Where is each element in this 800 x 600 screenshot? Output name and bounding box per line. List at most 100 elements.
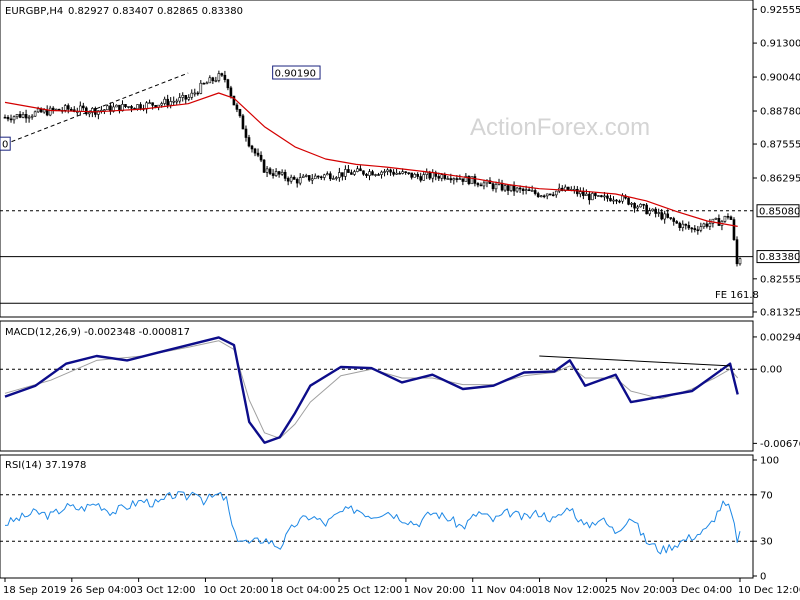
candle-body	[241, 115, 245, 130]
candle-body	[139, 104, 142, 109]
candle-body	[684, 223, 688, 226]
candle-body	[88, 112, 91, 115]
macd-main-line	[4, 336, 739, 444]
candle-body	[124, 104, 127, 107]
candle-body	[280, 171, 284, 175]
candle-body	[735, 239, 739, 265]
watermark: ActionForex.com	[470, 114, 650, 141]
price-level-box	[756, 204, 800, 218]
candle-body	[606, 195, 609, 199]
candle-body	[97, 110, 100, 115]
candle-body	[422, 174, 426, 181]
candle-body	[681, 223, 685, 229]
candle-body	[425, 172, 429, 175]
candle-body	[660, 212, 663, 220]
candle-body	[464, 175, 468, 182]
candle-body	[112, 106, 115, 112]
candle-body	[723, 215, 727, 222]
candle-body	[15, 114, 19, 118]
candle-body	[6, 116, 10, 120]
candle-body	[479, 184, 483, 187]
candle-body	[259, 154, 263, 161]
candle-body	[12, 116, 16, 121]
candle-body	[313, 175, 317, 180]
rsi-series-line	[4, 491, 741, 555]
candle-body	[548, 193, 552, 196]
candle-body	[271, 173, 275, 176]
candle-body	[214, 80, 218, 82]
rsi-tick-label: 70	[760, 490, 773, 501]
candle-body	[18, 114, 22, 118]
candle-body	[386, 169, 389, 172]
candle-body	[419, 176, 422, 181]
candle-body	[274, 171, 278, 176]
candle-body	[220, 73, 224, 76]
candle-body	[542, 195, 546, 198]
candle-body	[202, 82, 206, 85]
candle-body	[36, 108, 40, 113]
candle-body	[404, 171, 407, 173]
candle-body	[172, 100, 175, 103]
price-panel-frame	[0, 0, 754, 318]
candle-body	[208, 77, 212, 84]
candle-body	[316, 175, 320, 178]
candle-body	[136, 104, 139, 110]
candle-body	[283, 171, 287, 179]
candle-body	[365, 173, 368, 176]
candle-body	[533, 190, 537, 194]
candle-body	[323, 174, 326, 178]
candle-body	[708, 223, 712, 227]
candle-body	[244, 128, 248, 138]
price-tick-label: 0.81325	[760, 307, 800, 318]
candle-body	[335, 177, 338, 179]
candle-body	[585, 193, 588, 196]
candle-body	[389, 169, 392, 173]
candle-body	[48, 107, 52, 116]
candle-body	[115, 104, 118, 108]
x-tick-label: 3 Dec 04:00	[671, 585, 732, 596]
candle-body	[42, 109, 46, 113]
rsi-tick-label: 100	[760, 456, 779, 467]
candle-body	[30, 115, 34, 118]
rsi-line	[4, 491, 741, 555]
candle-body	[45, 109, 49, 116]
candle-body	[633, 203, 636, 209]
candle-body	[169, 101, 172, 106]
candle-body	[307, 175, 311, 181]
price-tick-label: 0.82555	[760, 274, 800, 285]
candle-body	[383, 171, 386, 173]
candle-body	[69, 108, 73, 111]
candle-body	[491, 183, 495, 190]
candle-body	[612, 199, 615, 202]
candle-body	[672, 218, 676, 222]
candle-body	[226, 79, 230, 89]
candle-body	[148, 102, 151, 104]
macd-tick-label: 0.002942	[760, 332, 800, 343]
candle-body	[106, 105, 109, 110]
x-tick-label: 25 Nov 20:00	[604, 585, 671, 596]
candle-body	[515, 187, 519, 192]
candle-body	[470, 176, 474, 185]
candle-body	[160, 103, 163, 106]
candle-body	[298, 177, 302, 184]
candle-body	[407, 172, 410, 174]
candle-body	[3, 116, 7, 119]
candle-body	[85, 107, 88, 115]
fe-label: FE 161.8	[715, 290, 759, 301]
ohlc-label: 0.82927 0.83407 0.82865 0.83380	[68, 6, 243, 17]
candle-body	[175, 100, 179, 103]
candle-body	[338, 172, 341, 178]
price-tick-label: 0.88780	[760, 107, 800, 118]
candle-body	[205, 82, 209, 85]
candle-body	[151, 102, 154, 106]
candle-body	[82, 105, 85, 109]
candle-body	[636, 206, 639, 209]
candle-body	[482, 182, 486, 187]
candle-body	[699, 226, 703, 231]
macd-y-axis: 0.002942 0.00 -0.006761	[753, 332, 800, 450]
candle-body	[362, 170, 365, 175]
candle-body	[615, 199, 618, 202]
candle-body	[79, 105, 82, 112]
candle-body	[51, 107, 55, 111]
